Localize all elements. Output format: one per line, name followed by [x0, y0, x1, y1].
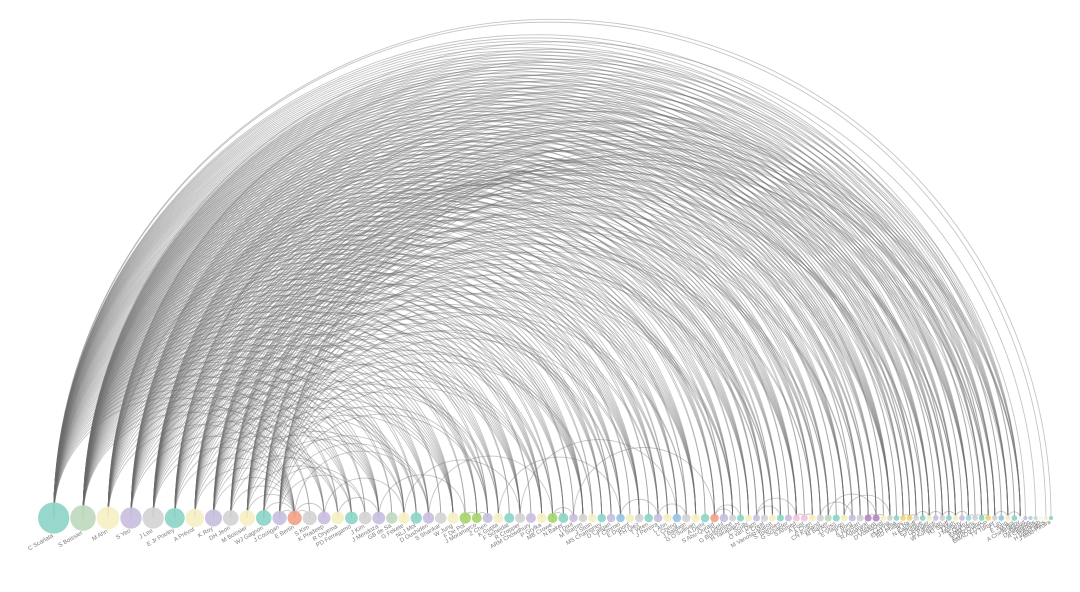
node-circle [939, 515, 945, 521]
node-circle [626, 514, 635, 523]
node-circle [411, 512, 422, 523]
node-circle [493, 513, 503, 523]
node-circle [331, 512, 344, 525]
node-circle [70, 505, 96, 531]
node-circle [588, 514, 597, 523]
node-circle [398, 512, 409, 523]
node-circle [1049, 516, 1053, 520]
node-circle [548, 513, 558, 523]
node-circle [907, 515, 913, 521]
node-circle [979, 515, 985, 521]
node-circle [143, 507, 164, 528]
node-circle [985, 515, 991, 521]
edges-layer [54, 19, 1051, 518]
node-circle [504, 513, 514, 523]
node-circle [483, 513, 493, 523]
node-circle [303, 511, 317, 525]
node-circle [372, 512, 385, 525]
node-circle [992, 515, 998, 521]
node-circle [435, 512, 446, 523]
node-circle [345, 512, 358, 525]
node-circle [472, 513, 482, 523]
node-circle [966, 515, 972, 521]
node-circle [920, 515, 926, 521]
node-circle [597, 514, 606, 523]
node-circle [926, 515, 932, 521]
node-label: S Yeo [115, 528, 132, 541]
arc-edge [338, 497, 379, 518]
node-circle [654, 514, 663, 523]
node-circle [720, 514, 729, 523]
node-circle [953, 515, 959, 521]
node-circle [1005, 515, 1011, 521]
node-circle [998, 515, 1004, 521]
node-circle [913, 515, 919, 521]
node-circle [272, 511, 286, 525]
node-circle [223, 510, 239, 526]
node-circle [515, 513, 525, 523]
node-label: A Prévot [173, 527, 196, 544]
node-circle [239, 510, 255, 526]
node-circle [447, 512, 458, 523]
node-circle [635, 514, 644, 523]
node-circle [359, 512, 372, 525]
arc-diagram: C ScarlataS BoissierM AhnS YeoJ LeeE Jr … [0, 0, 1080, 592]
node-label: M Ahn [91, 529, 109, 543]
node-circle [526, 513, 536, 523]
arc-edge [756, 506, 780, 518]
node-circle [887, 515, 893, 521]
node-circle [288, 511, 302, 525]
node-circle [537, 513, 547, 523]
node-label: S Boissier [58, 530, 84, 549]
node-circle [318, 512, 331, 525]
node-circle [616, 514, 625, 523]
node-circle [97, 507, 120, 530]
node-circle [894, 515, 900, 521]
node-circle [933, 515, 939, 521]
node-circle [710, 514, 719, 523]
node-circle [682, 514, 691, 523]
node-circle [881, 515, 887, 521]
node-circle [691, 514, 700, 523]
node-circle [38, 502, 69, 533]
node-circle [579, 514, 588, 523]
node-circle [663, 514, 672, 523]
node-circle [959, 515, 965, 521]
node-circle [900, 515, 906, 521]
node-circle [569, 514, 578, 523]
arc-edge [658, 504, 686, 518]
node-circle [120, 507, 141, 528]
node-circle [256, 510, 272, 526]
node-circle [423, 512, 434, 523]
node-circle [558, 513, 568, 523]
node-circle [607, 514, 616, 523]
node-circle [386, 512, 397, 523]
node-label: C Scarlata [27, 533, 55, 553]
node-circle [460, 512, 471, 523]
node-circle [673, 514, 682, 523]
node-circle [186, 509, 205, 528]
node-circle [946, 515, 952, 521]
node-circle [644, 514, 653, 523]
node-circle [972, 515, 978, 521]
node-circle [205, 509, 222, 526]
node-circle [165, 508, 185, 528]
node-circle [701, 514, 710, 523]
